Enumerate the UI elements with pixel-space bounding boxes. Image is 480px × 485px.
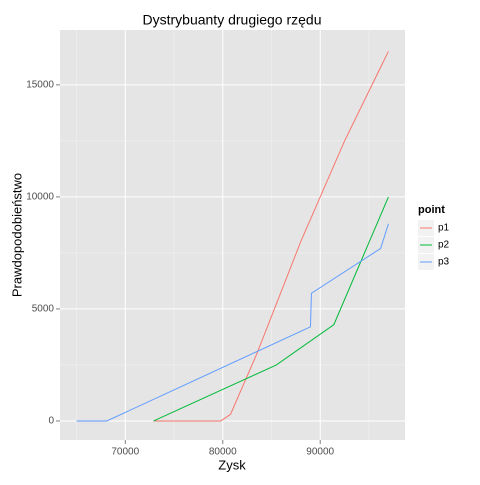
legend-label: p1 — [438, 223, 450, 234]
legend-label: p2 — [438, 240, 450, 251]
line — [76, 223, 389, 422]
y-tick-label: 5000 — [32, 304, 55, 315]
y-tick-label: 15000 — [26, 80, 54, 91]
legend-title: point — [418, 204, 445, 216]
x-axis-label: Zysk — [218, 457, 246, 472]
legend-label: p3 — [438, 257, 450, 268]
line — [153, 51, 389, 422]
x-tick-label: 80000 — [209, 447, 237, 458]
panel — [60, 30, 405, 440]
y-tick-label: 0 — [48, 416, 54, 427]
y-axis-label: Prawdopodobieństwo — [9, 173, 24, 297]
x-tick-label: 70000 — [111, 447, 139, 458]
y-tick-label: 10000 — [26, 192, 54, 203]
x-tick-label: 90000 — [306, 447, 334, 458]
chart-title: Dystrybuanty drugiego rzędu — [143, 12, 322, 28]
